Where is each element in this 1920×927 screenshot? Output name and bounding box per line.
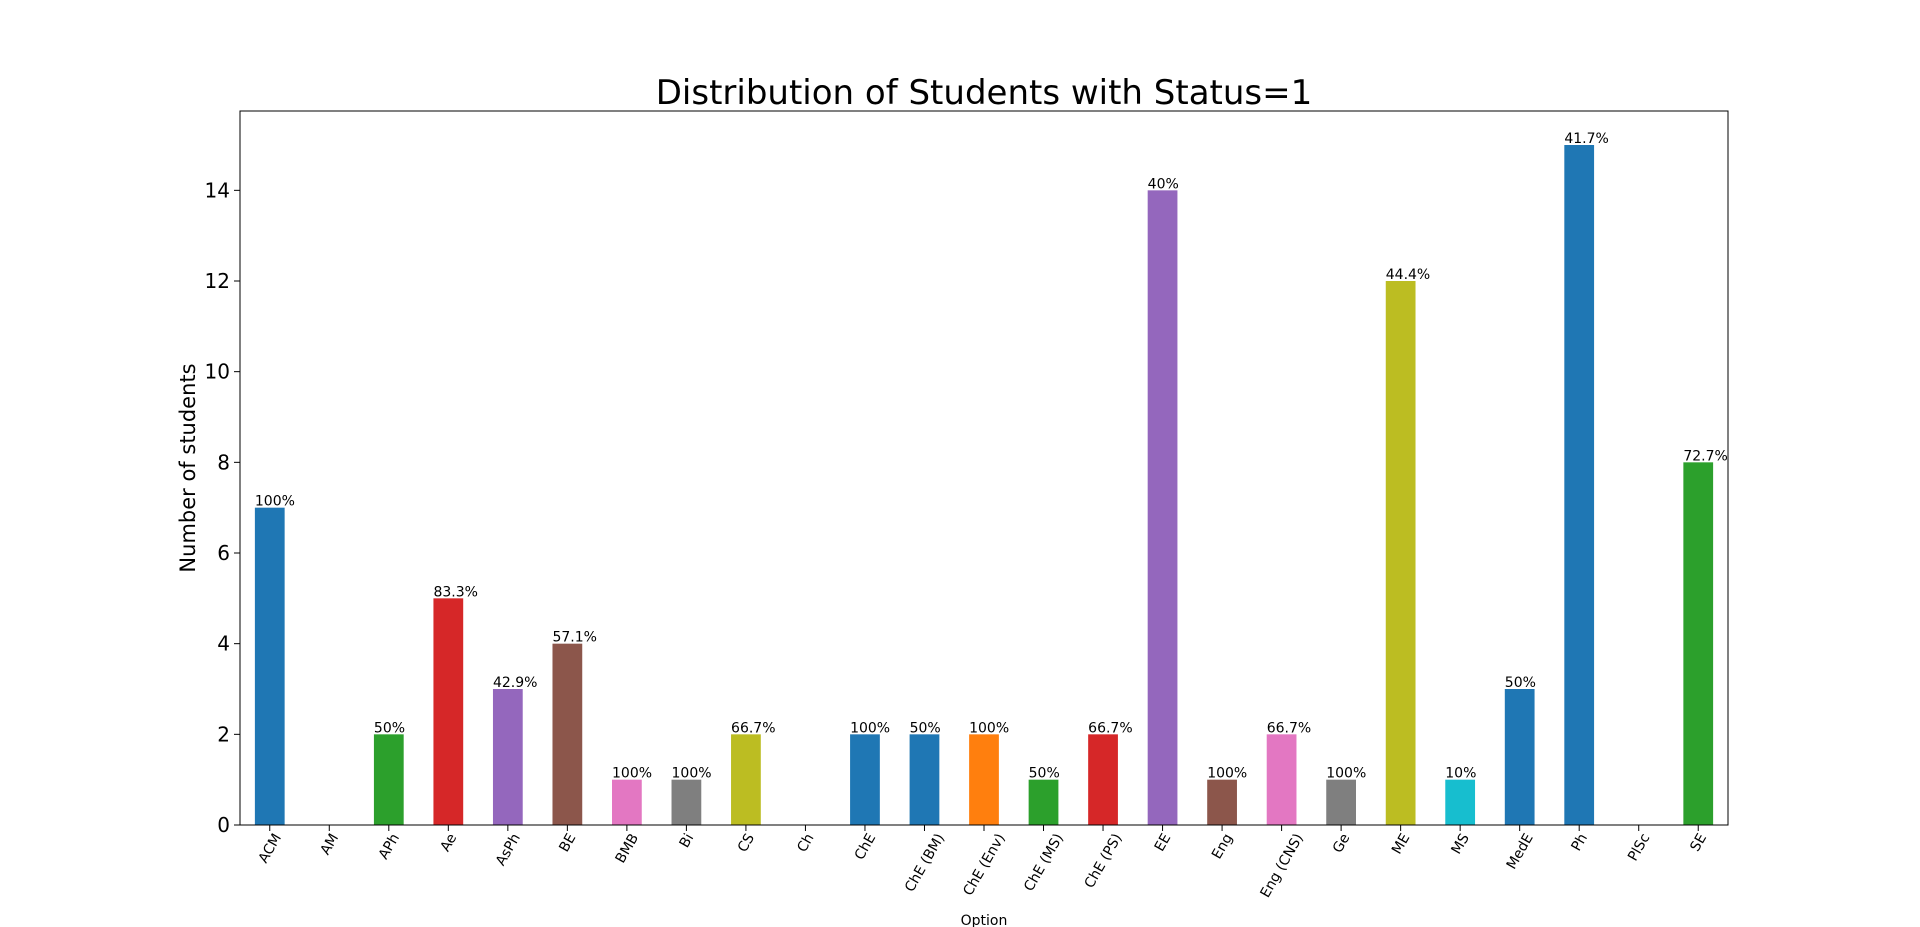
bar [1504,689,1535,825]
x-tick-label: Ph [1568,831,1591,854]
value-label: 66.7% [1088,720,1132,736]
bar [1445,779,1476,825]
x-tick-label: Eng (CNS) [1257,831,1306,901]
y-tick-label: 14 [205,178,230,202]
bar [612,779,642,825]
bar [731,734,761,825]
x-tick-label: Eng [1209,831,1236,862]
value-label: 100% [255,494,295,510]
y-tick-label: 0 [217,813,230,837]
bar [373,734,404,825]
y-axis-label: Number of students [176,363,200,572]
x-tick-label: ChE (BM) [902,831,948,895]
x-tick-label: ChE (MS) [1021,831,1067,894]
bar [1564,145,1595,825]
x-tick-label: BE [556,831,579,855]
value-label: 66.7% [731,720,775,736]
bar [1028,779,1059,825]
value-label: 50% [1505,675,1536,691]
bar [1385,281,1416,825]
y-tick-label: 8 [217,450,230,474]
x-tick-label: EE [1152,831,1175,854]
x-tick-label: ME [1389,831,1413,857]
value-label: 50% [910,720,941,736]
x-tick-label: AM [317,831,342,858]
y-tick-label: 12 [205,269,230,293]
x-tick-label: APh [376,831,403,862]
bar [552,643,583,825]
value-label: 41.7% [1564,131,1608,147]
value-label: 66.7% [1267,720,1311,736]
value-label: 100% [1326,766,1366,782]
bar [433,598,464,825]
x-tick-label: SE [1687,831,1710,854]
x-tick-label: ChE (PS) [1082,831,1126,891]
value-label: 100% [672,766,712,782]
x-tick-label: PlSc [1625,831,1653,864]
value-label: 83.3% [433,584,477,600]
value-label: 10% [1445,766,1476,782]
x-tick-label: MS [1449,831,1473,857]
value-label: 44.4% [1386,267,1430,283]
x-tick-label: Ge [1330,831,1354,856]
value-label: 100% [1207,766,1247,782]
y-tick-label: 6 [217,541,230,565]
x-tick-label: Ch [794,831,817,855]
x-tick-label: CS [735,831,758,855]
y-tick-label: 10 [205,360,230,384]
x-axis-label: Option [961,913,1008,927]
x-tick-label: BMB [613,831,643,866]
value-label: 50% [1029,766,1060,782]
y-tick-label: 4 [217,632,230,656]
bar [909,734,940,825]
bar [1088,734,1118,825]
value-label: 40% [1148,176,1179,192]
value-label: 72.7% [1683,448,1727,464]
x-tick-label: ChE [852,831,880,863]
plot-frame [239,110,1729,826]
bar [969,734,999,825]
x-tick-label: ACM [256,831,285,866]
bar [1326,779,1356,825]
x-tick-label: Bi [677,831,698,851]
value-label: 57.1% [552,630,596,646]
chart-title: Distribution of Students with Status=1 [656,73,1313,113]
bar [850,734,880,825]
value-label: 100% [969,720,1009,736]
y-tick-label: 2 [217,722,230,746]
x-tick-label: ChE (Env) [960,831,1008,899]
x-tick-label: AsPh [493,831,524,869]
bar [1147,190,1178,826]
bar [254,507,285,825]
value-label: 42.9% [493,675,537,691]
value-label: 50% [374,720,405,736]
bar [1266,734,1297,825]
x-tick-label: MedE [1504,831,1537,872]
bar [671,779,702,825]
value-label: 100% [612,766,652,782]
value-label: 100% [850,720,890,736]
bar [492,689,523,825]
bar [1683,462,1714,825]
x-tick-label: Ae [437,831,460,855]
bar [1207,779,1237,825]
